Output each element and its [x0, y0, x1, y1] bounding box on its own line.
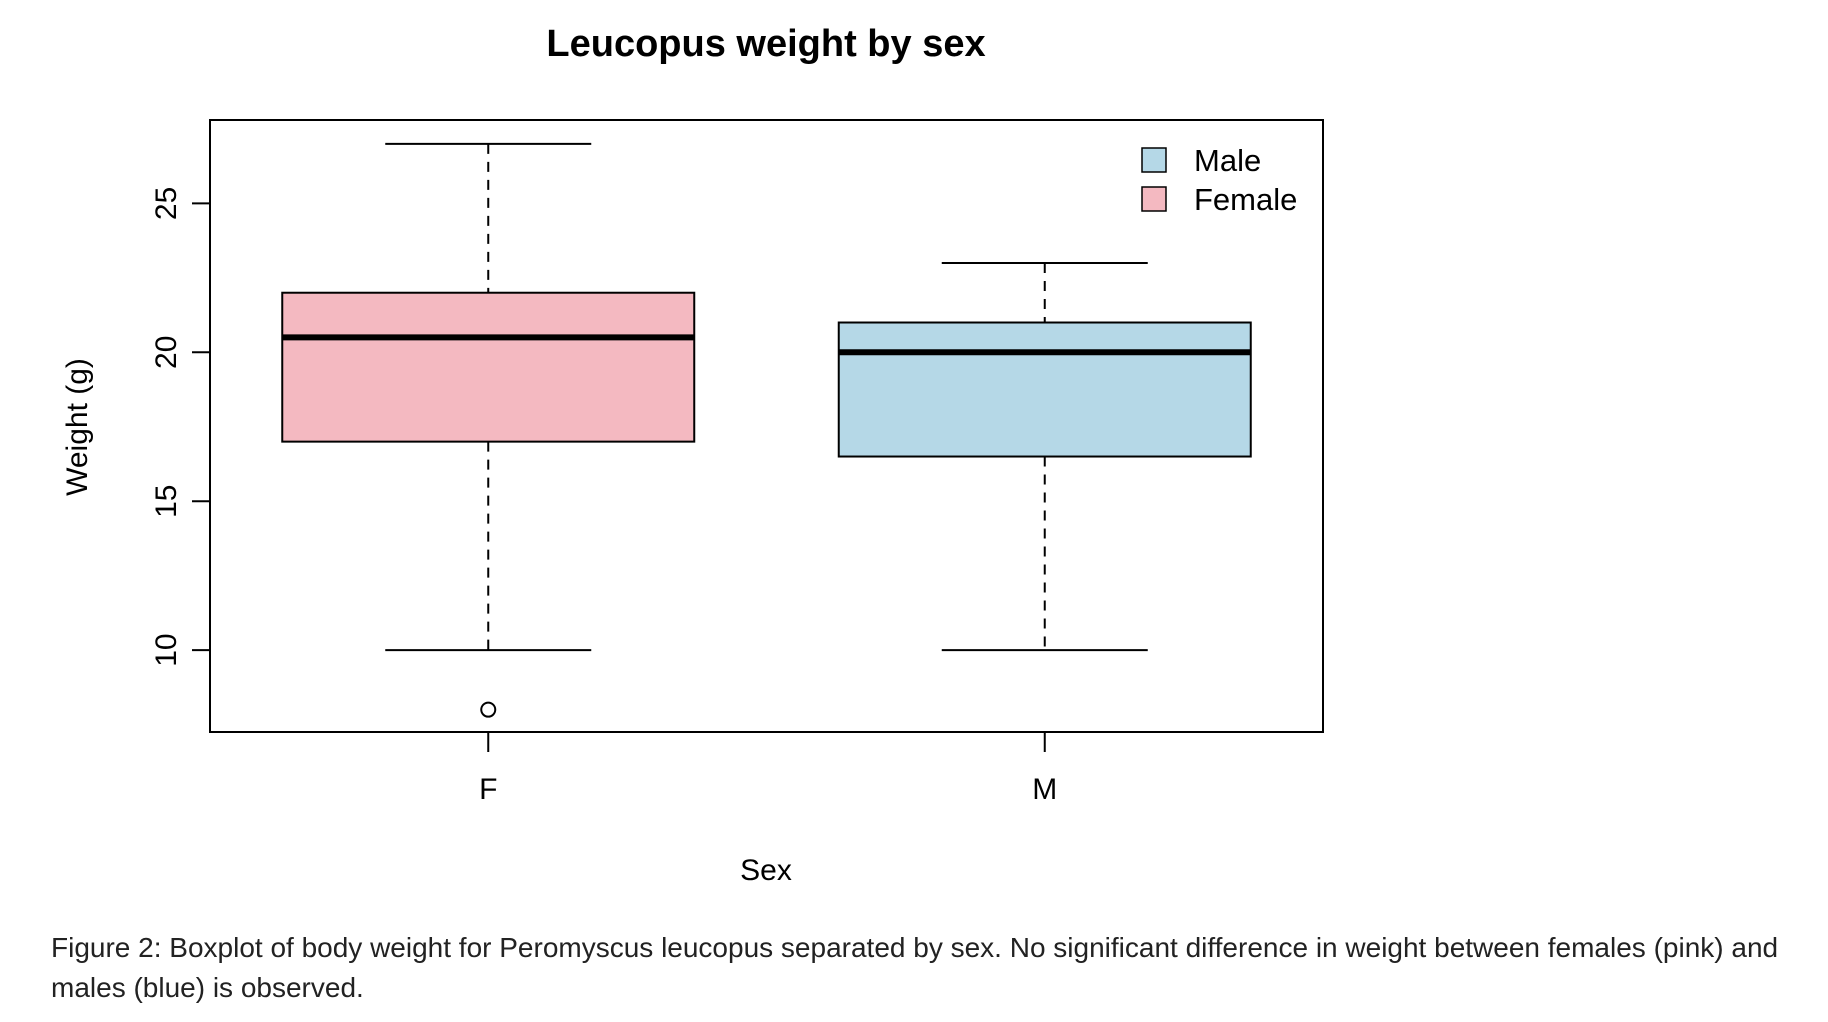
figure-caption: Figure 2: Boxplot of body weight for Per…	[51, 932, 1779, 1003]
box-group-F	[281, 142, 696, 718]
legend: Male Female	[1141, 143, 1297, 217]
legend-label: Female	[1194, 182, 1297, 217]
box-group-M	[837, 261, 1252, 652]
legend-swatch	[1141, 186, 1167, 212]
plot-layer: 10 15 20 25 F M	[150, 142, 1252, 806]
outlier-point	[480, 701, 497, 718]
box-iqr	[837, 321, 1252, 458]
x-axis-label: Sex	[740, 854, 792, 887]
x-tick-label: M	[1032, 773, 1057, 806]
y-tick-label: 25	[150, 187, 183, 220]
legend-label: Male	[1194, 143, 1261, 178]
box-iqr	[281, 291, 696, 443]
y-tick-label: 10	[150, 633, 183, 666]
y-tick-label: 20	[150, 336, 183, 369]
legend-swatch	[1141, 147, 1167, 173]
chart-title: Leucopus weight by sex	[546, 23, 985, 65]
x-tick-label: F	[479, 773, 497, 806]
y-tick-label: 15	[150, 485, 183, 518]
y-axis-label: Weight (g)	[61, 358, 94, 496]
